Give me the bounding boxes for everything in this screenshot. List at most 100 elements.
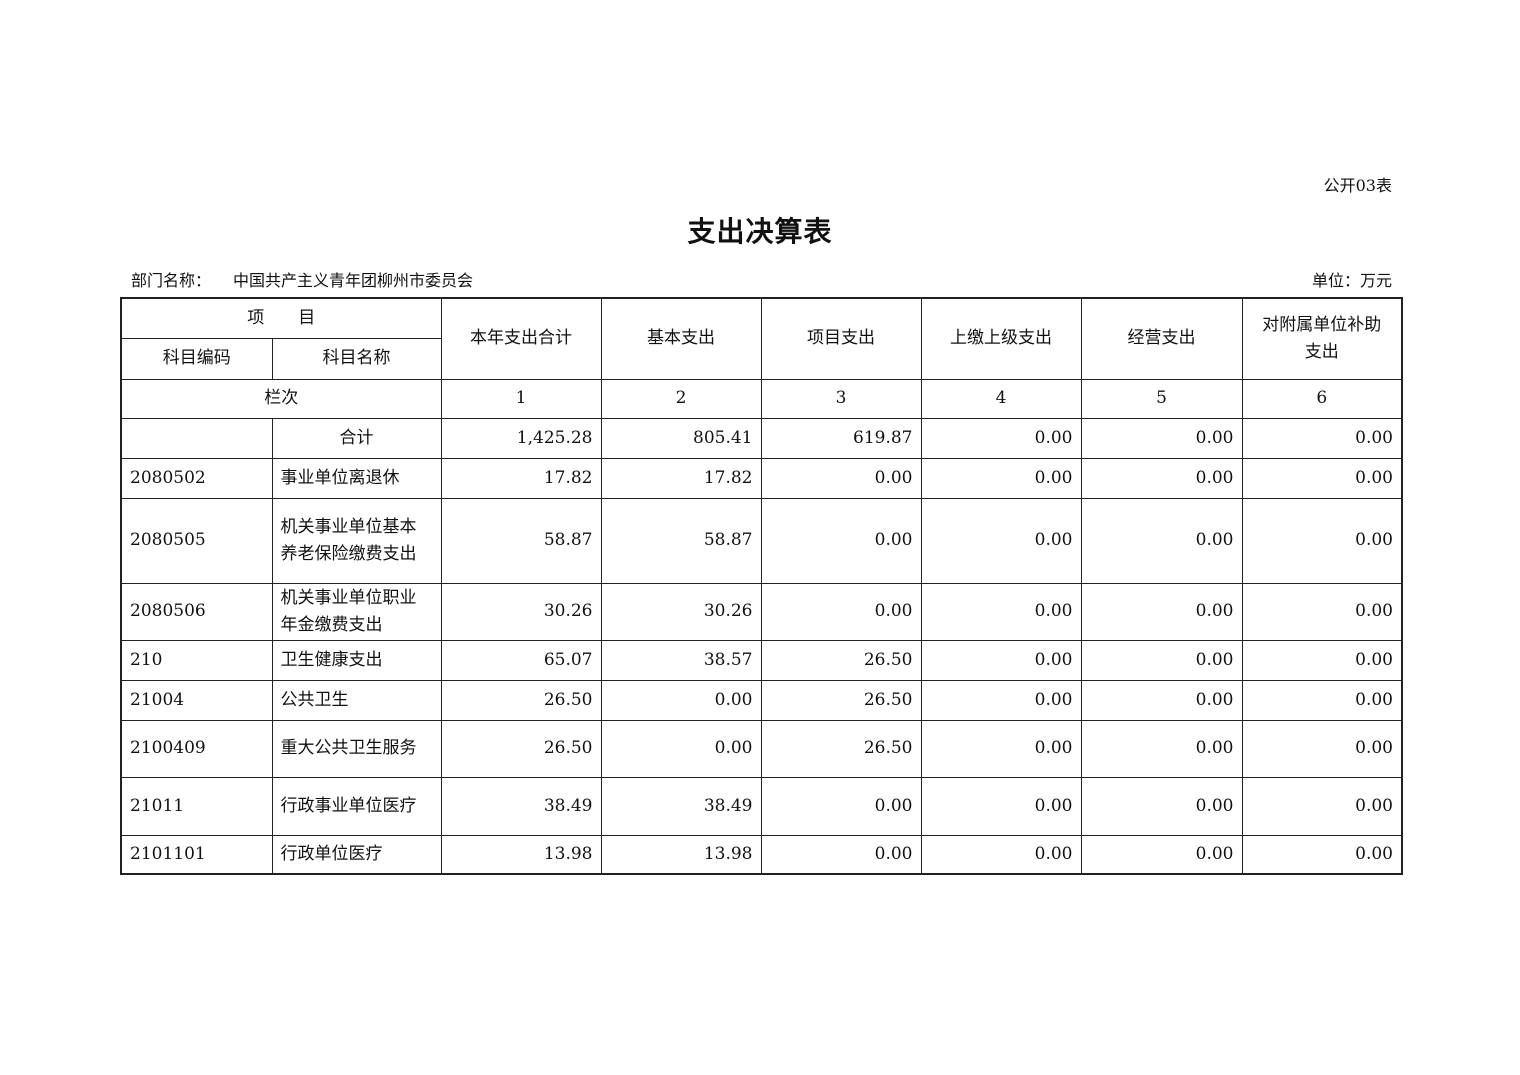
amount-cell: 0.00: [920, 497, 1082, 584]
amount-cell: 0.00: [760, 497, 922, 584]
subject-name: 卫生健康支出: [271, 639, 442, 681]
amount-cell: 0.00: [920, 582, 1082, 641]
amount-cell: 0.00: [920, 834, 1082, 875]
subject-name: 机关事业单位职业年金缴费支出: [271, 582, 442, 641]
header-total: 本年支出合计: [440, 297, 602, 380]
subject-name: 重大公共卫生服务: [271, 719, 442, 778]
column-number: 3: [760, 378, 922, 419]
subject-name: 合计: [271, 417, 442, 459]
subject-name: 公共卫生: [271, 679, 442, 721]
column-number-row: 栏次 1 2 3 4 5 6: [120, 378, 1403, 419]
expenditure-table: 项 目 本年支出合计 基本支出 项目支出 上缴上级支出 经营支出 对附属单位补助…: [120, 297, 1403, 875]
table-row: 2080502 事业单位离退休 17.82 17.82 0.00 0.00 0.00 0.00: [120, 457, 1403, 499]
amount-cell: 0.00: [1241, 639, 1403, 681]
amount-cell: 0.00: [920, 639, 1082, 681]
amount-cell: 38.49: [440, 776, 602, 836]
amount-cell: 0.00: [1080, 719, 1243, 778]
column-number: 4: [920, 378, 1082, 419]
header-name: 科目名称: [271, 337, 442, 380]
amount-cell: 65.07: [440, 639, 602, 681]
subject-code: 21011: [120, 776, 273, 836]
header-business: 经营支出: [1080, 297, 1243, 380]
amount-cell: 26.50: [440, 679, 602, 721]
amount-cell: 30.26: [600, 582, 762, 641]
amount-cell: 26.50: [760, 679, 922, 721]
amount-cell: 0.00: [1241, 457, 1403, 499]
amount-cell: 0.00: [1080, 417, 1243, 459]
table-row: 2101101 行政单位医疗 13.98 13.98 0.00 0.00 0.00 0.00: [120, 834, 1403, 875]
amount-cell: 0.00: [1080, 457, 1243, 499]
department-name: 中国共产主义青年团柳州市委员会: [233, 271, 474, 290]
amount-cell: 0.00: [1241, 582, 1403, 641]
page-title: 支出决算表: [687, 215, 833, 248]
subject-code: 2101101: [120, 834, 273, 875]
amount-cell: 26.50: [440, 719, 602, 778]
table-row: 2100409 重大公共卫生服务 26.50 0.00 26.50 0.00 0.00 0.0…: [120, 719, 1403, 778]
amount-cell: 58.87: [440, 497, 602, 584]
column-number: 2: [600, 378, 762, 419]
amount-cell: 0.00: [600, 719, 762, 778]
amount-cell: 0.00: [920, 457, 1082, 499]
department: 部门名称： 中国共产主义青年团柳州市委员会: [131, 267, 473, 291]
amount-cell: 0.00: [1080, 639, 1243, 681]
table-row: 210 卫生健康支出 65.07 38.57 26.50 0.00 0.00 0.00: [120, 639, 1403, 681]
amount-cell: 38.57: [600, 639, 762, 681]
amount-cell: 0.00: [920, 776, 1082, 836]
subject-code: [120, 417, 273, 459]
amount-cell: 30.26: [440, 582, 602, 641]
amount-cell: 26.50: [760, 639, 922, 681]
amount-cell: 0.00: [1080, 776, 1243, 836]
subject-code: 21004: [120, 679, 273, 721]
table-row: 21004 公共卫生 26.50 0.00 26.50 0.00 0.00 0.00: [120, 679, 1403, 721]
amount-cell: 17.82: [600, 457, 762, 499]
amount-cell: 0.00: [760, 457, 922, 499]
subject-name: 行政事业单位医疗: [271, 776, 442, 836]
amount-cell: 0.00: [1241, 679, 1403, 721]
amount-cell: 0.00: [920, 417, 1082, 459]
table-row: 2080506 机关事业单位职业年金缴费支出 30.26 30.26 0.00 0.00 0…: [120, 582, 1403, 641]
column-number: 5: [1080, 378, 1243, 419]
table-row: 21011 行政事业单位医疗 38.49 38.49 0.00 0.00 0.00 0.00: [120, 776, 1403, 836]
department-label: 部门名称：: [131, 271, 212, 290]
amount-cell: 26.50: [760, 719, 922, 778]
column-number: 1: [440, 378, 602, 419]
amount-cell: 13.98: [600, 834, 762, 875]
subject-code: 210: [120, 639, 273, 681]
header-code: 科目编码: [120, 337, 273, 380]
table-row: 2080505 机关事业单位基本养老保险缴费支出 58.87 58.87 0.00 0.0…: [120, 497, 1403, 584]
amount-cell: 58.87: [600, 497, 762, 584]
amount-cell: 0.00: [920, 719, 1082, 778]
header-upper: 上缴上级支出: [920, 297, 1082, 380]
amount-cell: 17.82: [440, 457, 602, 499]
amount-cell: 0.00: [760, 582, 922, 641]
amount-cell: 0.00: [1080, 497, 1243, 584]
amount-cell: 38.49: [600, 776, 762, 836]
subject-code: 2080506: [120, 582, 273, 641]
amount-cell: 0.00: [760, 776, 922, 836]
amount-cell: 0.00: [1241, 417, 1403, 459]
header-project: 项目支出: [760, 297, 922, 380]
table-row: 合计 1,425.28 805.41 619.87 0.00 0.00 0.00: [120, 417, 1403, 459]
column-number: 6: [1241, 378, 1403, 419]
unit-label: 单位：万元: [1311, 271, 1392, 290]
header-subsidy: 对附属单位补助支出: [1241, 297, 1403, 380]
amount-cell: 0.00: [1241, 719, 1403, 778]
amount-cell: 0.00: [760, 834, 922, 875]
subject-name: 机关事业单位基本养老保险缴费支出: [271, 497, 442, 584]
amount-cell: 0.00: [920, 679, 1082, 721]
column-label: 栏次: [120, 378, 442, 419]
amount-cell: 1,425.28: [440, 417, 602, 459]
amount-cell: 0.00: [1080, 582, 1243, 641]
header-row: 科目编码 科目名称: [120, 337, 1402, 380]
header-row: 项 目 本年支出合计 基本支出 项目支出 上缴上级支出 经营支出 对附属单位补助…: [120, 297, 1403, 380]
amount-cell: 0.00: [1241, 834, 1403, 875]
subject-name: 事业单位离退休: [271, 457, 442, 499]
subject-name: 行政单位医疗: [271, 834, 442, 875]
subject-code: 2100409: [120, 719, 273, 778]
amount-cell: 805.41: [600, 417, 762, 459]
amount-cell: 619.87: [760, 417, 922, 459]
amount-cell: 0.00: [600, 679, 762, 721]
amount-cell: 0.00: [1080, 679, 1243, 721]
subject-code: 2080505: [120, 497, 273, 584]
form-number: 公开03表: [1323, 176, 1392, 195]
